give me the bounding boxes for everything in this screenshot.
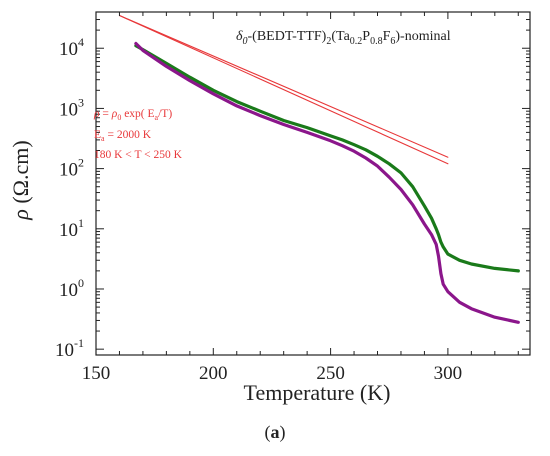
annotation-activation-energy: Ea = 2000 K [94, 129, 152, 143]
x-tick-label: 200 [199, 363, 228, 384]
y-tick-label: 102 [59, 156, 84, 181]
annotation-range: 180 K < T < 250 K [94, 149, 183, 161]
series-layer [118, 14, 520, 324]
title-delta: δ [236, 29, 243, 44]
fit-line-upper [118, 14, 449, 158]
title-sub1: 2 [326, 36, 331, 47]
annot-e-sub: a [101, 134, 105, 143]
series-green-line [134, 44, 520, 273]
title-part2: (Ta [331, 29, 350, 44]
annot-eq: = [100, 108, 112, 120]
annot-tail: /T) [158, 108, 172, 120]
y-axis-title: ρ (Ω.cm) [8, 140, 33, 220]
y-tick-label: 10-1 [55, 336, 84, 361]
x-axis-title: Temperature (K) [244, 380, 391, 405]
y-axis-rho: ρ [8, 209, 33, 221]
annot-exp: exp( E [121, 108, 154, 120]
plot-frame [95, 11, 531, 356]
panel-label-letter: a [270, 422, 280, 442]
y-tick-label: 100 [59, 276, 84, 301]
title-part1: -(BEDT-TTF) [248, 29, 327, 44]
title-part4: F [383, 29, 391, 44]
x-tick-label: 150 [82, 363, 111, 384]
panel-label-open: ( [264, 422, 271, 442]
annot-ea-sub: a [155, 113, 159, 122]
title-sub3: 0.8 [370, 36, 383, 47]
annot-rho: ρ [93, 108, 100, 120]
y-axis-units: (Ω.cm) [8, 140, 33, 209]
annot-e-rest: = 2000 K [105, 129, 152, 141]
x-tick-label: 250 [316, 363, 345, 384]
chart-title: δ0-(BEDT-TTF)2(Ta0.2P0.8F6)-nominal [236, 29, 451, 47]
series-purple-line [134, 41, 520, 324]
title-sub0: 0 [243, 36, 248, 47]
title-sub2: 0.2 [350, 36, 363, 47]
y-tick-label: 103 [59, 95, 84, 120]
title-sub4: 6 [390, 36, 395, 47]
x-tick-label: 300 [434, 363, 463, 384]
annot-rho0-sub: 0 [117, 113, 121, 122]
fit-line-lower [118, 14, 449, 165]
annotation-equation: ρ = ρ0 exp( Ea/T) [93, 108, 172, 122]
title-part3: P [362, 29, 370, 44]
annot-e: E [94, 129, 101, 141]
y-tick-label: 104 [59, 35, 84, 60]
title-part5: )-nominal [395, 29, 450, 44]
annot-rho0: ρ [111, 108, 118, 120]
panel-label: (a) [0, 422, 550, 443]
panel-label-close: ) [279, 422, 286, 442]
y-tick-label: 101 [59, 216, 84, 241]
